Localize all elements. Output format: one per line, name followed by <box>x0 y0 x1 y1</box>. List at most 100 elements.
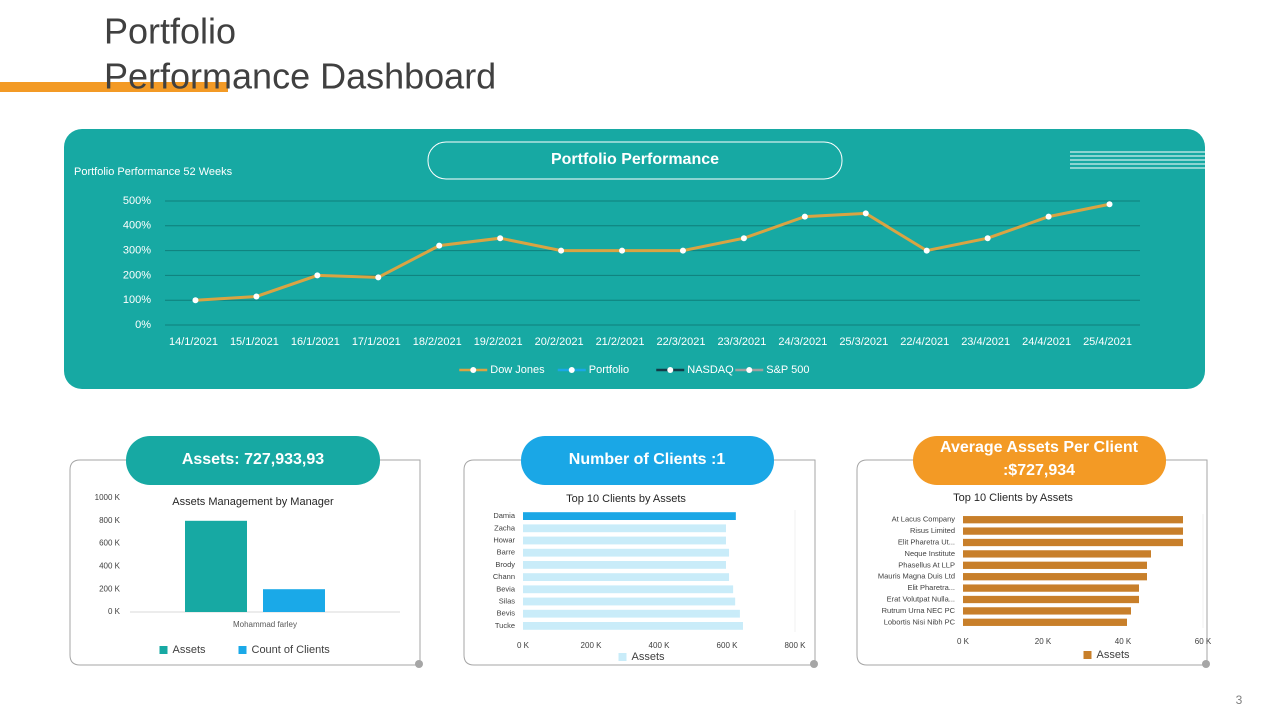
x-tick-label: 600 K <box>717 641 739 650</box>
bar <box>263 589 325 612</box>
legend-label: Dow Jones <box>490 364 545 376</box>
x-tick-label: 0 K <box>517 641 530 650</box>
legend-label: NASDAQ <box>687 364 734 376</box>
chart-title: Portfolio Performance 52 Weeks <box>74 166 233 178</box>
legend-label: Assets <box>632 651 666 663</box>
bar <box>185 520 247 612</box>
bar <box>963 584 1139 592</box>
data-point <box>679 247 686 254</box>
y-tick-label: Silas <box>499 596 516 605</box>
y-tick-label: 800 K <box>99 516 121 525</box>
y-tick-label: 0% <box>135 319 151 331</box>
bar <box>963 561 1147 569</box>
bar <box>963 516 1183 524</box>
x-tick-label: 19/2/2021 <box>474 336 523 348</box>
data-point <box>984 235 991 242</box>
bar <box>523 560 726 569</box>
bar <box>523 585 734 594</box>
x-tick-label: 18/2/2021 <box>413 336 462 348</box>
bar <box>523 573 730 582</box>
x-tick-label: 25/3/2021 <box>839 336 888 348</box>
performance-panel <box>64 129 1205 389</box>
panel-header: Assets: 727,933,93 <box>182 451 324 468</box>
data-point <box>497 235 504 242</box>
bar <box>523 621 743 630</box>
legend-swatch <box>159 646 168 654</box>
data-point <box>314 272 321 279</box>
x-tick-label: 23/4/2021 <box>961 336 1010 348</box>
y-tick-label: Risus Limited <box>910 526 955 535</box>
data-point <box>1106 201 1113 208</box>
x-tick-label: 17/1/2021 <box>352 336 401 348</box>
legend-swatch-dot <box>470 367 477 373</box>
x-tick-label: 23/3/2021 <box>717 336 766 348</box>
x-tick-label: 24/4/2021 <box>1022 336 1071 348</box>
y-tick-label: Barre <box>497 548 515 557</box>
bar <box>523 524 726 533</box>
header-pill <box>126 436 380 485</box>
y-tick-label: Elit Pharetra... <box>907 583 955 592</box>
y-tick-label: 1000 K <box>95 493 121 502</box>
header-pill <box>427 141 843 180</box>
decoration <box>1070 151 1280 169</box>
bar <box>963 550 1151 558</box>
page-number: 3 <box>1236 693 1243 707</box>
legend-label: Portfolio <box>589 364 629 376</box>
bar <box>523 512 736 521</box>
series-line <box>195 202 1110 302</box>
data-point <box>740 235 747 242</box>
y-tick-label: Chann <box>493 572 515 581</box>
bar <box>963 618 1127 626</box>
y-tick-label: Tucke <box>495 621 515 630</box>
bar <box>963 595 1139 604</box>
bar <box>523 548 730 557</box>
frame-dot <box>810 660 818 668</box>
x-tick-label: 20 K <box>1035 637 1052 646</box>
x-tick-label: 800 K <box>785 641 807 650</box>
frame-dot <box>1202 660 1210 668</box>
legend-label: Assets <box>173 644 207 656</box>
panel-header: Number of Clients :1 <box>569 451 726 468</box>
data-point <box>253 293 260 300</box>
y-tick-label: 200 K <box>99 584 121 593</box>
y-tick-label: Zacha <box>494 523 516 532</box>
legend-swatch-dot <box>667 367 674 373</box>
panel-header: Average Assets Per Client <box>940 439 1139 456</box>
x-tick-label: 60 K <box>1195 637 1212 646</box>
panel-frames <box>69 459 1208 666</box>
data-point <box>375 274 382 281</box>
data-point <box>862 210 869 217</box>
legend-swatch <box>238 646 247 654</box>
data-point <box>923 247 930 254</box>
y-tick-label: 500% <box>123 195 151 207</box>
x-tick-label: 200 K <box>581 641 603 650</box>
legend-swatch-dot <box>568 367 575 373</box>
bar <box>523 536 726 545</box>
y-tick-label: Bevis <box>497 609 516 618</box>
data-point <box>801 213 808 220</box>
y-tick-label: 600 K <box>99 539 121 548</box>
x-tick-label: 24/3/2021 <box>778 336 827 348</box>
legend-label: Count of Clients <box>252 644 331 656</box>
x-tick-label: 21/2/2021 <box>596 336 645 348</box>
y-tick-label: Damia <box>493 511 516 520</box>
bar <box>963 538 1183 547</box>
x-tick-label: 400 K <box>649 641 671 650</box>
y-tick-label: Mauris Magna Duis Ltd <box>878 572 955 581</box>
x-tick-label: 22/3/2021 <box>657 336 706 348</box>
data-point <box>619 247 626 254</box>
y-tick-label: At Lacus Company <box>892 515 956 524</box>
x-tick-label: 15/1/2021 <box>230 336 279 348</box>
y-tick-label: Elit Pharetra Ut... <box>898 537 955 546</box>
data-point <box>558 247 565 254</box>
legend-swatch <box>1083 651 1092 659</box>
title-line: Performance Dashboard <box>104 56 496 97</box>
header-pill <box>521 436 774 485</box>
x-tick-label: 20/2/2021 <box>535 336 584 348</box>
y-tick-label: Phasellus At LLP <box>898 560 955 569</box>
y-tick-label: 100% <box>123 294 151 306</box>
data-point <box>436 242 443 249</box>
y-tick-label: Brody <box>495 560 515 569</box>
x-tick-label: 16/1/2021 <box>291 336 340 348</box>
